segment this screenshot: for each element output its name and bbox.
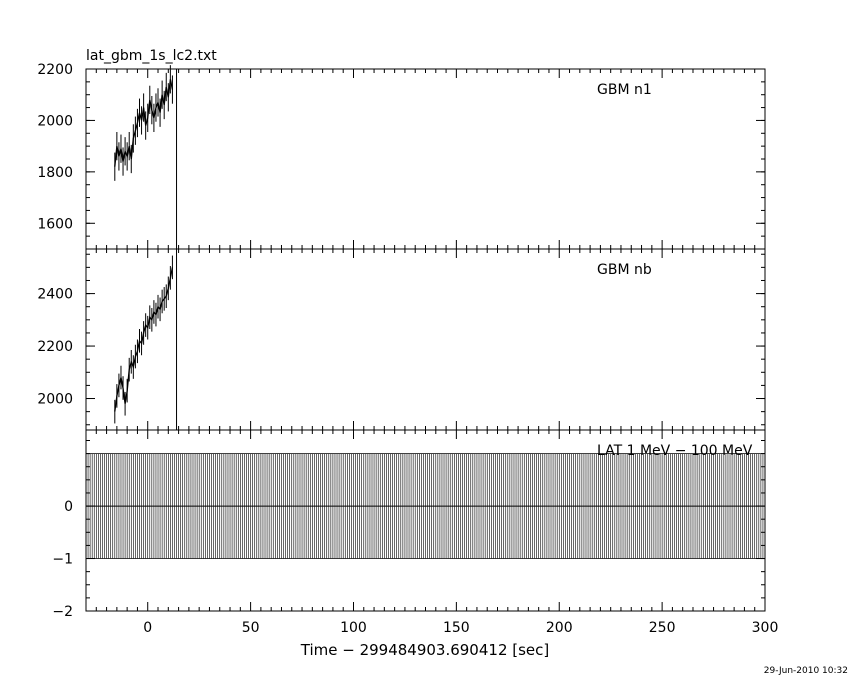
- y-tick-label: 2200: [37, 339, 73, 355]
- y-tick-label: 2000: [37, 113, 73, 129]
- x-tick-label: 300: [752, 620, 779, 636]
- chart-title: lat_gbm_1s_lc2.txt: [86, 48, 217, 64]
- y-tick-label: 1600: [37, 216, 73, 232]
- y-tick-label: −2: [52, 604, 73, 620]
- panel-frame: [85, 248, 766, 431]
- y-tick-label: 0: [64, 499, 73, 515]
- x-axis: 0 50 100 150 200 250 300: [143, 620, 778, 636]
- panel-label: LAT 1 MeV − 100 MeV: [597, 443, 753, 459]
- y-tick-label: 2200: [37, 62, 73, 78]
- panel-label: GBM nb: [597, 262, 652, 278]
- panel-lat: −2 −1 0 LAT 1 MeV − 100 MeV: [52, 429, 766, 620]
- x-tick-label: 100: [340, 620, 367, 636]
- x-tick-label: 250: [649, 620, 676, 636]
- x-tick-label: 150: [443, 620, 470, 636]
- y-tick-label: 2400: [37, 287, 73, 303]
- y-tick-label: 1800: [37, 165, 73, 181]
- panel-gbm-n1: 1600 1800 2000 2200 GBM n1: [37, 62, 766, 250]
- x-tick-label: 0: [143, 620, 152, 636]
- panel-gbm-nb: 2000 2200 2400 GBM nb: [37, 248, 766, 431]
- y-tick-label: −1: [52, 552, 73, 568]
- x-axis-label: Time − 299484903.690412 [sec]: [300, 641, 550, 659]
- panel-label: GBM n1: [597, 82, 652, 98]
- timestamp: 29-Jun-2010 10:32: [764, 666, 848, 676]
- x-tick-label: 50: [242, 620, 260, 636]
- y-tick-label: 2000: [37, 392, 73, 408]
- series-line: [114, 267, 174, 412]
- x-tick-label: 200: [546, 620, 573, 636]
- panel-frame: [85, 68, 766, 250]
- series-line: [114, 79, 174, 167]
